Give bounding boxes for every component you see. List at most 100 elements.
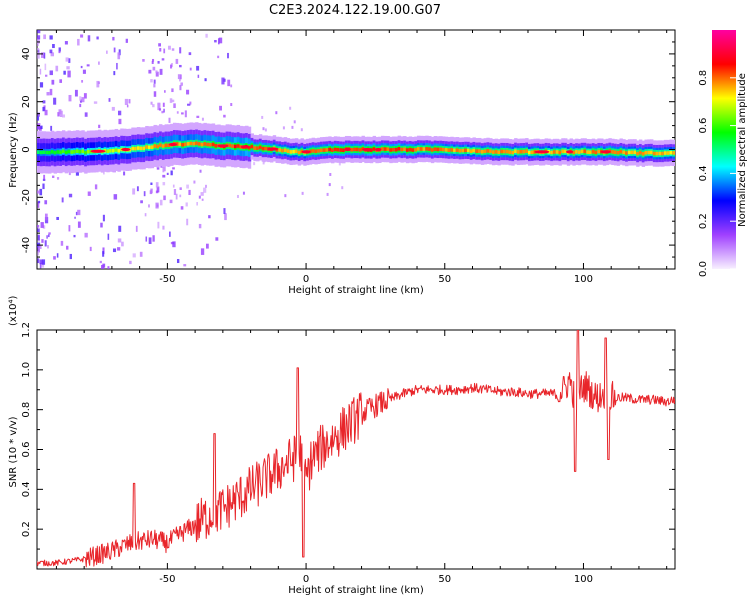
heatmap-peak (374, 147, 382, 152)
heatmap-cell (44, 63, 47, 71)
heatmap-cell (466, 148, 471, 153)
heatmap-cell (293, 120, 296, 124)
heatmap-cell (328, 147, 332, 152)
heatmap-cell (525, 149, 529, 153)
heatmap-cell (339, 148, 343, 152)
heatmap-cell (497, 150, 501, 155)
heatmap-cell (253, 162, 256, 166)
heatmap-cell (572, 150, 576, 155)
heatmap-cell (403, 147, 407, 151)
heatmap-cell (175, 193, 178, 200)
heatmap-cell (75, 211, 78, 216)
heatmap-cell (453, 148, 457, 153)
snr-y-ticks: 0.2 0.4 0.6 0.8 1.0 1.2 (21, 322, 675, 550)
heatmap-cell (223, 208, 226, 214)
heatmap-cell (411, 148, 415, 152)
heatmap-cell (59, 79, 63, 83)
heatmap-cell (79, 103, 82, 108)
heatmap-cell (261, 115, 264, 119)
heatmap-cell (161, 110, 164, 114)
heatmap-cell (282, 126, 285, 130)
heatmap-cell (489, 149, 493, 154)
heatmap-cell (503, 149, 507, 154)
heatmap-cell (153, 79, 156, 84)
heatmap-cell (301, 191, 304, 195)
heatmap-cell (171, 99, 175, 103)
heatmap-cell (134, 146, 138, 151)
heatmap-cell (672, 151, 675, 155)
heatmap-cell (68, 58, 71, 63)
heatmap-cell (591, 149, 596, 154)
heatmap-cell (116, 62, 118, 70)
heatmap-cell (333, 147, 338, 152)
figure-title: C2E3.2024.122.19.00.G07 (269, 3, 441, 18)
heatmap-cell (196, 202, 198, 206)
heatmap-cell (139, 251, 143, 257)
heatmap-cell (82, 69, 86, 74)
heatmap-cell (43, 34, 47, 40)
heatmap-peak (566, 150, 574, 154)
heatmap-cell (180, 82, 183, 86)
heatmap-cell (171, 48, 175, 51)
heatmap-cell (419, 147, 424, 151)
heatmap-cell (129, 260, 132, 265)
heatmap-cell (444, 148, 449, 152)
colorbar-ticks: 0.0 0.2 0.4 0.6 0.8 (698, 70, 736, 277)
heatmap-cell (87, 35, 91, 42)
heatmap-cell (68, 225, 71, 232)
colorbar-tick-label: 0.6 (698, 118, 709, 134)
heatmap-cell (625, 151, 629, 155)
heatmap-cell (158, 108, 162, 111)
heatmap-cell (43, 52, 46, 59)
heatmap-cell (37, 47, 40, 51)
heatmap-cell (167, 143, 171, 148)
heatmap-cell (180, 206, 184, 210)
heatmap-cell (46, 235, 48, 239)
heatmap-cell (422, 147, 426, 151)
heatmap-cell (118, 118, 122, 125)
heatmap-cell (650, 150, 654, 155)
heatmap-peak (301, 150, 311, 154)
heatmap-cell (41, 52, 45, 58)
heatmap-cell (256, 146, 260, 150)
heatmap-cell (77, 38, 80, 46)
heatmap-cell (342, 148, 346, 152)
heatmap-cell (181, 143, 185, 147)
heatmap-cell (73, 234, 76, 238)
colorbar-gradient (712, 30, 736, 269)
heatmap-cell (139, 146, 144, 151)
heatmap-cell (203, 187, 207, 193)
heatmap-cell (84, 232, 88, 238)
heatmap-cell (49, 35, 53, 40)
heatmap-cell (514, 149, 518, 154)
heatmap-cell (183, 264, 187, 267)
heatmap-cell (106, 50, 108, 54)
heatmap-cell (56, 177, 60, 180)
heatmap-cell (189, 67, 192, 71)
heatmap-cell (297, 150, 302, 155)
heatmap-cell (322, 148, 327, 152)
heatmap-cell (179, 194, 182, 198)
heatmap-cell (100, 222, 103, 228)
heatmap-cell (294, 149, 299, 154)
heatmap-cell (397, 147, 401, 151)
heatmap-cell (166, 172, 169, 175)
heatmap-cell (59, 110, 63, 117)
heatmap-cell (52, 44, 55, 49)
heatmap-cell (124, 98, 128, 106)
heatmap-cell (42, 100, 46, 104)
y-tick-label: 0.6 (21, 442, 32, 458)
heatmap-cell (142, 59, 145, 62)
heatmap-cell (336, 147, 340, 152)
x-tick-label: 0 (303, 574, 309, 585)
heatmap-cell (157, 221, 160, 229)
y-tick-label: 0.8 (21, 402, 32, 418)
heatmap-cell (155, 70, 158, 73)
heatmap-cell (67, 149, 71, 154)
heatmap-cell (151, 60, 154, 64)
heatmap-cell (38, 245, 42, 249)
heatmap-cell (80, 65, 83, 69)
heatmap-cell (37, 258, 40, 264)
heatmap-cell (394, 147, 399, 152)
heatmap-cell (113, 47, 116, 53)
